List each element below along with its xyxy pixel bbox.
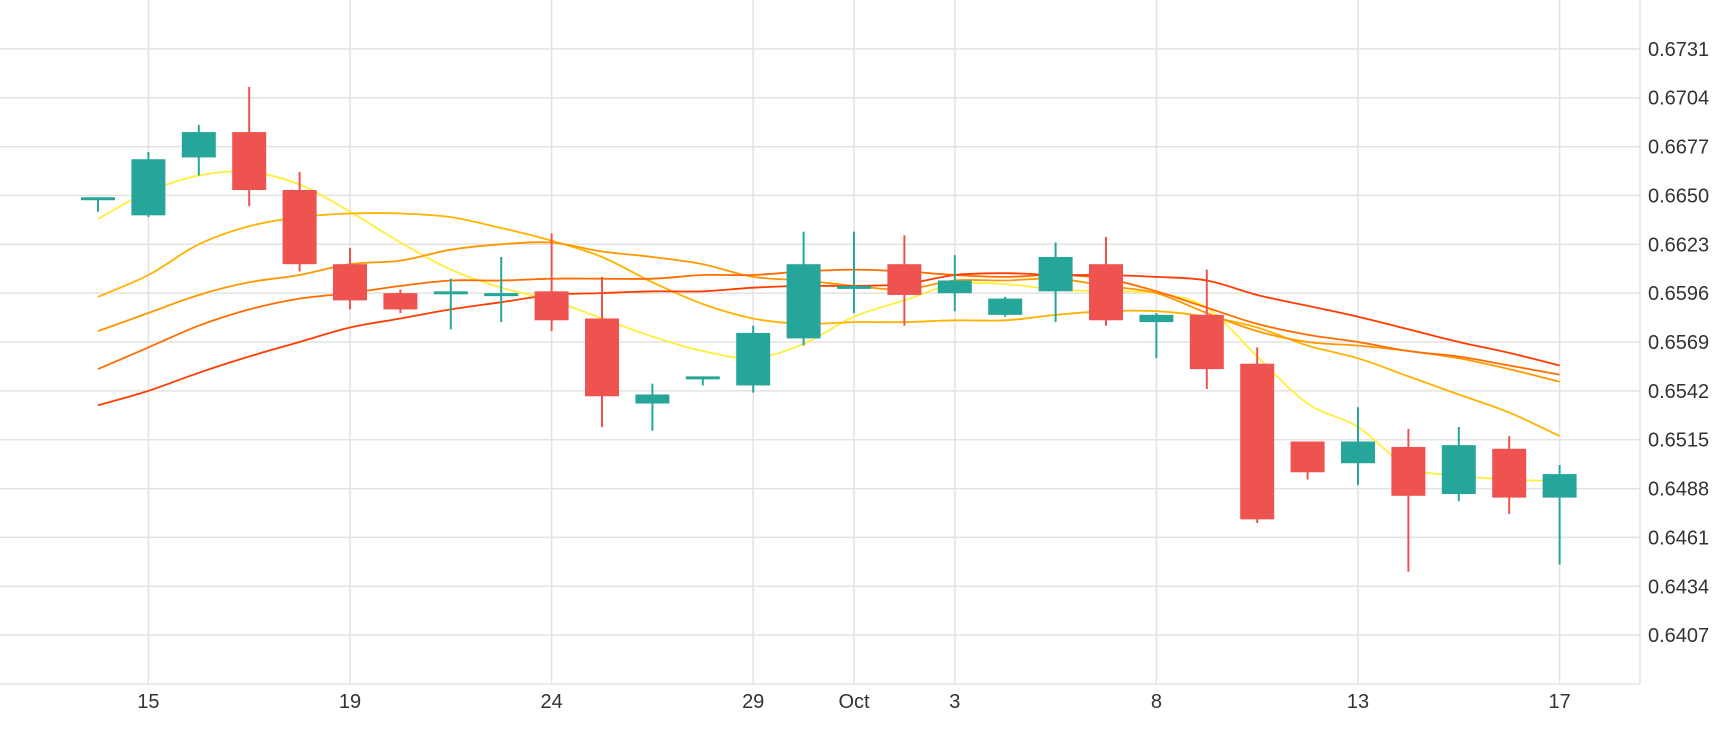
candle [685,376,720,386]
y-tick-label: 0.6542 [1648,381,1709,403]
candle [383,289,418,314]
x-tick-label: 3 [949,691,960,713]
candle-body [585,318,619,397]
y-tick-label: 0.6596 [1648,283,1709,305]
candle-body [534,291,569,321]
candle-body [1341,441,1375,464]
candle [786,231,821,346]
candle [1240,347,1275,523]
candle [1441,427,1476,502]
candle [1492,436,1527,514]
y-tick-label: 0.6623 [1648,234,1709,256]
moving-averages [97,170,1560,483]
x-tick-label: 13 [1347,691,1369,713]
y-axis: 0.6731 0.6704 0.6677 0.6650 0.6623 0.6596 0.65… [1648,39,1709,647]
y-tick-label: 0.6650 [1648,185,1709,207]
x-axis: 15 19 24 29 Oct 3 8 13 17 [137,691,1570,713]
y-tick-label: 0.6677 [1648,137,1709,159]
candle [1542,465,1577,565]
candle [1038,242,1073,323]
x-tick-label: 24 [540,691,562,713]
candle-body [484,293,519,297]
candle-body [282,190,317,265]
x-tick-label: 29 [742,691,764,713]
y-tick-label: 0.6407 [1648,625,1709,647]
candle [1139,313,1174,359]
candle-body [1492,448,1527,498]
y-tick-label: 0.6461 [1648,527,1709,549]
candle [837,231,871,314]
candle-body [131,159,166,216]
candle-body [383,293,418,310]
candle-body [81,197,115,201]
candle [282,171,317,272]
y-tick-label: 0.6731 [1648,39,1709,61]
candle-body [333,264,367,301]
candle [433,278,468,330]
candle [181,124,216,176]
candle-body [1441,445,1476,494]
x-tick-label: 17 [1548,691,1570,713]
moving-average-line-2 [97,212,1560,437]
candle [1189,269,1224,390]
moving-average-line-1 [97,170,1560,483]
candle [1341,407,1375,485]
candle-body [937,280,972,294]
candle [1089,237,1123,326]
candle [585,276,619,428]
candle-body [837,285,871,289]
grid [0,0,1641,685]
moving-average-line-5 [97,272,1560,407]
y-tick-label: 0.6569 [1648,332,1709,354]
candle-body [232,132,267,190]
candle-body [181,132,216,158]
candle-body [1290,441,1325,473]
candle-body [1189,314,1224,370]
candles [81,86,1577,572]
candle [232,86,267,207]
candle-body [786,264,821,339]
candle [131,152,166,218]
x-tick-label: 19 [339,691,361,713]
candle [333,247,367,310]
candle-body [887,264,922,295]
x-tick-label: 15 [137,691,159,713]
candle [1391,428,1426,572]
y-tick-label: 0.6704 [1648,88,1709,110]
candle [635,383,670,431]
candle-body [635,394,670,404]
candle-body [1089,264,1123,321]
candle-body [1391,446,1426,496]
y-tick-label: 0.6515 [1648,430,1709,452]
candle [937,255,972,312]
candle-body [433,291,468,295]
candle-body [1139,314,1174,323]
candle [484,256,519,323]
candle-body [988,298,1023,315]
candle [988,296,1023,317]
y-tick-label: 0.6488 [1648,479,1709,501]
candle [887,235,922,326]
y-tick-label: 0.6434 [1648,576,1709,598]
candle-body [1542,474,1577,498]
candle [1290,441,1325,480]
candle [81,197,115,212]
candle-body [736,332,771,386]
candle-body [1240,363,1275,520]
candle-body [1038,256,1073,292]
candle [736,325,771,393]
x-tick-label: 8 [1151,691,1162,713]
candle-body [685,376,720,380]
x-tick-label: Oct [838,691,870,713]
candle [534,233,569,332]
